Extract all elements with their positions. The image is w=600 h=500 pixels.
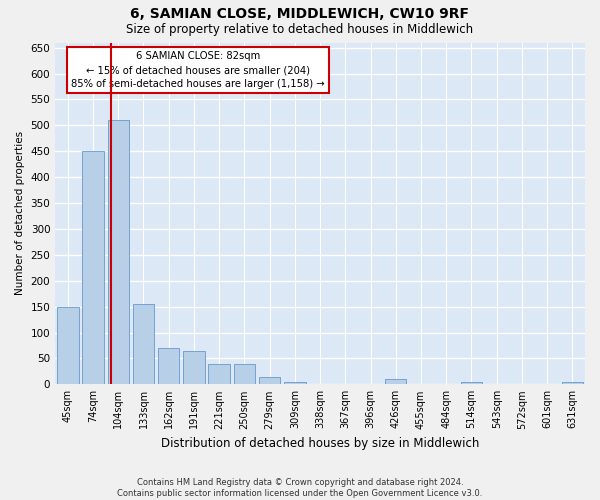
Bar <box>183 350 205 384</box>
Bar <box>259 376 280 384</box>
Bar <box>107 120 129 384</box>
Bar <box>284 382 305 384</box>
Text: Contains HM Land Registry data © Crown copyright and database right 2024.
Contai: Contains HM Land Registry data © Crown c… <box>118 478 482 498</box>
Text: 6, SAMIAN CLOSE, MIDDLEWICH, CW10 9RF: 6, SAMIAN CLOSE, MIDDLEWICH, CW10 9RF <box>131 8 470 22</box>
Bar <box>57 306 79 384</box>
Bar <box>158 348 179 385</box>
Bar <box>82 152 104 384</box>
Bar <box>133 304 154 384</box>
X-axis label: Distribution of detached houses by size in Middlewich: Distribution of detached houses by size … <box>161 437 479 450</box>
Text: Size of property relative to detached houses in Middlewich: Size of property relative to detached ho… <box>127 22 473 36</box>
Bar <box>208 364 230 384</box>
Bar <box>385 379 406 384</box>
Bar <box>233 364 255 384</box>
Text: 6 SAMIAN CLOSE: 82sqm
← 15% of detached houses are smaller (204)
85% of semi-det: 6 SAMIAN CLOSE: 82sqm ← 15% of detached … <box>71 51 325 89</box>
Y-axis label: Number of detached properties: Number of detached properties <box>15 132 25 296</box>
Bar <box>461 382 482 384</box>
Bar <box>562 382 583 384</box>
